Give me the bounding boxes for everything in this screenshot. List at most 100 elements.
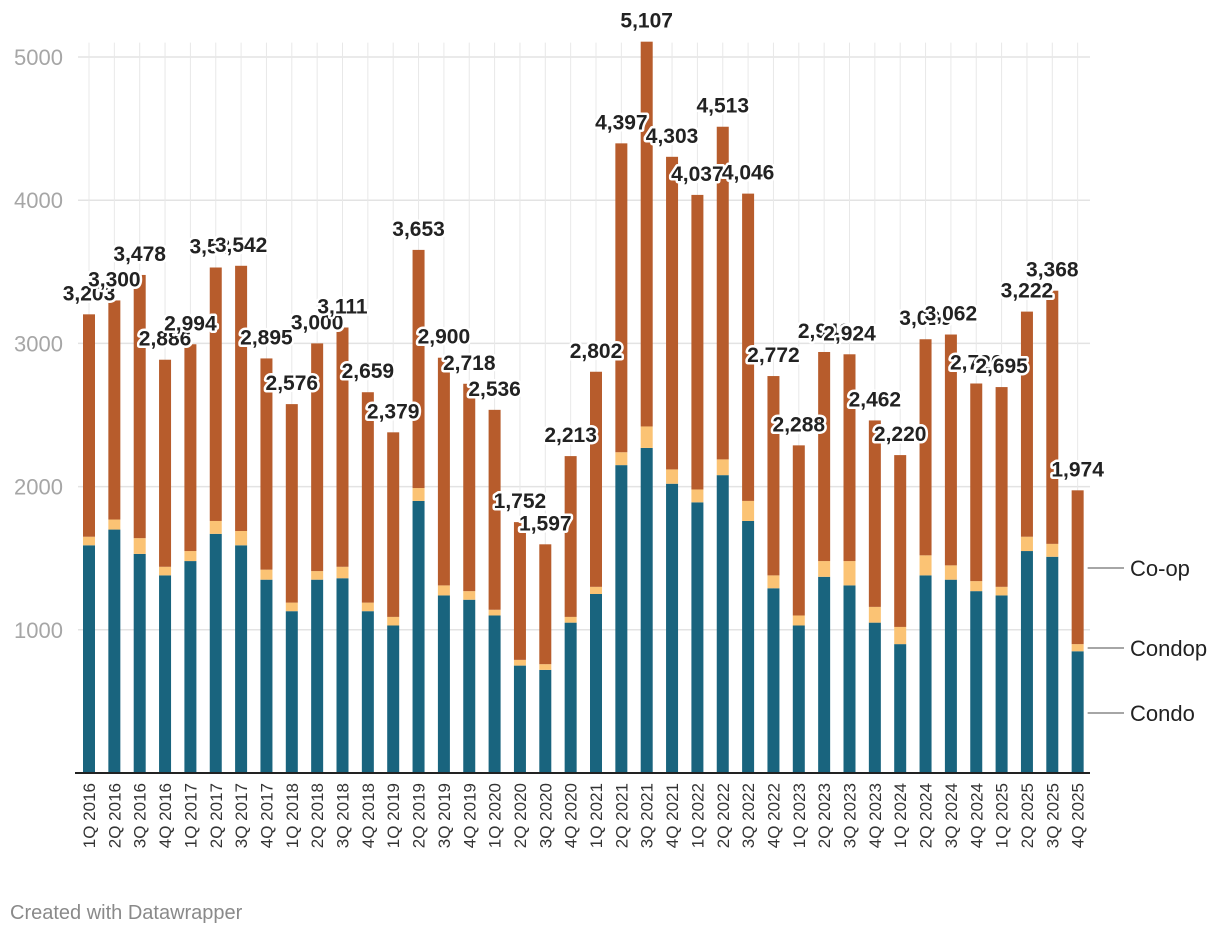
bar-segment-condop xyxy=(716,459,729,476)
bar-segment-condop xyxy=(742,500,755,521)
bar-segment-condop xyxy=(361,602,374,612)
bar-segment-condo xyxy=(437,595,450,773)
bar-segment-condo xyxy=(691,502,704,773)
bar-segment-coop xyxy=(488,409,501,610)
total-label: 3,300 xyxy=(88,268,141,291)
x-tick-label: 2Q 2019 xyxy=(410,783,429,848)
bar-segment-condop xyxy=(564,616,577,623)
y-tick-label: 2000 xyxy=(14,475,63,500)
bar-segment-condop xyxy=(1046,543,1059,557)
total-label: 3,542 xyxy=(215,234,268,257)
total-label: 2,536 xyxy=(468,378,521,401)
bar-segment-condop xyxy=(311,571,324,580)
total-label: 2,462 xyxy=(849,388,902,411)
bar-segment-condop xyxy=(894,626,907,645)
bar-segment-condo xyxy=(1071,651,1084,773)
bar-segment-condo xyxy=(235,545,248,773)
bar-segment-condop xyxy=(437,585,450,596)
total-label: 2,924 xyxy=(823,322,876,345)
legend-label: Condo xyxy=(1130,701,1195,726)
credit-text[interactable]: Created with Datawrapper xyxy=(10,902,243,924)
bar-segment-condo xyxy=(640,447,653,773)
x-tick-label: 4Q 2023 xyxy=(866,783,885,848)
bar-segment-condop xyxy=(1071,644,1084,652)
bar-segment-condop xyxy=(463,591,476,600)
bar-segment-condo xyxy=(285,611,298,773)
x-tick-label: 1Q 2025 xyxy=(993,783,1012,848)
x-tick-label: 3Q 2024 xyxy=(942,783,961,848)
total-label: 3,000 xyxy=(291,311,344,334)
bar-segment-condo xyxy=(564,622,577,773)
total-label: 3,111 xyxy=(317,296,368,319)
total-label: 1,752 xyxy=(494,490,547,513)
bar-segment-condo xyxy=(868,622,881,773)
bar-segment-coop xyxy=(742,193,755,501)
total-label: 2,940 xyxy=(798,320,851,343)
bar-segment-condo xyxy=(83,545,95,773)
bar-segment-condo xyxy=(615,465,628,773)
bar-segment-coop xyxy=(767,376,780,576)
bar-segment-coop xyxy=(260,358,273,570)
legend-label: Condop xyxy=(1130,636,1207,661)
bar-segment-coop xyxy=(666,156,679,470)
y-tick-label: 4000 xyxy=(14,188,63,213)
x-tick-label: 2Q 2018 xyxy=(308,783,327,848)
bar-segment-condop xyxy=(235,530,248,546)
bar-segment-coop xyxy=(995,387,1008,587)
bar-segment-coop xyxy=(209,267,222,521)
bar-segment-coop xyxy=(463,383,476,592)
bar-segment-condo xyxy=(1046,556,1059,773)
x-tick-label: 3Q 2023 xyxy=(841,783,860,848)
bar-segment-condop xyxy=(868,606,881,623)
x-tick-label: 4Q 2019 xyxy=(460,783,479,848)
bar-segment-condo xyxy=(894,644,907,773)
total-label: 2,718 xyxy=(443,352,496,375)
x-tick-label: 3Q 2017 xyxy=(232,783,251,848)
total-label: 2,288 xyxy=(773,413,826,436)
bar-segment-coop xyxy=(133,274,146,539)
bar-segment-condo xyxy=(159,575,172,773)
x-tick-label: 4Q 2024 xyxy=(967,783,986,848)
bar-segment-coop xyxy=(970,383,983,582)
legend-inline: Condo Condop Co-op xyxy=(1087,556,1207,726)
x-tick-label: 2Q 2023 xyxy=(815,783,834,848)
bar-segment-condo xyxy=(944,579,957,773)
bar-segment-condop xyxy=(944,565,957,580)
bar-segment-condop xyxy=(108,519,121,530)
total-label: 2,576 xyxy=(266,372,319,395)
total-label: 4,397 xyxy=(595,111,648,134)
bar-segment-condo xyxy=(716,475,729,773)
y-tick-label: 3000 xyxy=(14,331,63,356)
bar-segment-condop xyxy=(615,452,628,466)
bar-segment-condop xyxy=(488,609,501,616)
bar-segment-condo xyxy=(361,611,374,773)
total-label: 3,222 xyxy=(1001,280,1054,303)
bar-segment-condo xyxy=(818,576,831,773)
x-tick-label: 2Q 2025 xyxy=(1018,783,1037,848)
bar-segment-coop xyxy=(868,420,881,607)
total-label: 3,478 xyxy=(113,243,166,266)
bar-segment-condo xyxy=(995,595,1008,773)
bar-segment-condo xyxy=(919,575,932,773)
bar-segment-coop xyxy=(640,41,653,427)
x-tick-label: 3Q 2022 xyxy=(739,783,758,848)
x-tick-label: 1Q 2022 xyxy=(688,783,707,848)
total-label: 2,772 xyxy=(747,344,800,367)
total-label: 1,974 xyxy=(1051,458,1104,481)
total-label: 3,653 xyxy=(392,218,445,241)
total-label: 2,213 xyxy=(544,424,597,447)
bar-segment-condo xyxy=(184,561,197,773)
x-tick-label: 4Q 2016 xyxy=(156,783,175,848)
bar-segment-coop xyxy=(716,126,729,460)
bar-segment-condop xyxy=(843,561,856,586)
total-label: 3,368 xyxy=(1026,259,1079,282)
bar-segment-condop xyxy=(539,664,552,670)
x-tick-label: 1Q 2018 xyxy=(283,783,302,848)
total-label: 4,046 xyxy=(722,162,775,185)
x-tick-label: 3Q 2016 xyxy=(131,783,150,848)
bar-segment-condo xyxy=(539,669,552,773)
bar-segment-condop xyxy=(767,575,780,589)
x-tick-label: 1Q 2023 xyxy=(790,783,809,848)
x-tick-label: 2Q 2020 xyxy=(511,783,530,848)
